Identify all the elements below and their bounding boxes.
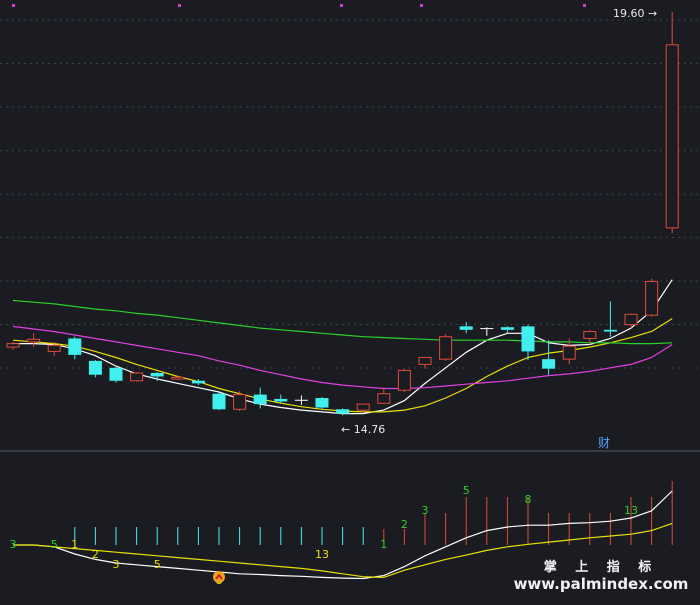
- candle-body: [171, 376, 185, 380]
- candle-body: [150, 373, 164, 377]
- finance-event-marker[interactable]: 财: [598, 436, 611, 450]
- signal-icon-arrow: [215, 573, 223, 580]
- top-marker: [420, 4, 423, 7]
- count-label: 1: [71, 538, 78, 551]
- candle-body: [624, 313, 638, 326]
- candle-body: [500, 327, 514, 330]
- count-label: 5: [51, 538, 58, 551]
- candle-body: [603, 329, 617, 332]
- indicator-line: [13, 490, 673, 580]
- candle-body: [253, 394, 267, 405]
- candle-body: [294, 399, 308, 401]
- candle-body: [191, 380, 205, 384]
- candle-body: [27, 338, 41, 343]
- candle-body: [542, 359, 556, 369]
- watermark-url: www.palmindex.com: [513, 575, 689, 593]
- indicator-line: [13, 522, 673, 579]
- top-marker: [583, 4, 586, 7]
- count-label: 3: [422, 504, 429, 517]
- count-label: 2: [92, 548, 99, 561]
- moving-average-line: [12, 325, 673, 390]
- candle-body: [47, 344, 61, 352]
- low-price-label: ← 14.76: [341, 423, 386, 436]
- moving-average-line: [12, 318, 673, 413]
- count-label: 13: [624, 504, 638, 517]
- count-label: 3: [10, 538, 17, 551]
- candle-body: [583, 331, 597, 339]
- candle-body: [336, 409, 350, 414]
- top-marker: [178, 4, 181, 7]
- candle-body: [521, 326, 535, 352]
- candle-body: [274, 398, 288, 402]
- candle-body: [233, 394, 247, 410]
- candle-body: [418, 356, 432, 365]
- moving-average-line: [12, 299, 673, 345]
- candle-body: [459, 326, 473, 330]
- candle-body: [88, 360, 102, 375]
- top-marker: [340, 4, 343, 7]
- candle-body: [377, 393, 391, 404]
- high-price-label: 19.60 →: [613, 7, 658, 20]
- watermark: 掌 上 指 标 www.palmindex.com: [506, 556, 696, 593]
- count-label: 2: [401, 518, 408, 531]
- candle-body: [6, 343, 20, 348]
- top-marker: [12, 4, 15, 7]
- arrow-right-icon: →: [644, 7, 658, 20]
- count-label: 5: [154, 558, 161, 571]
- arrow-left-icon: ←: [341, 423, 354, 436]
- candle-body: [397, 369, 411, 391]
- count-label: 1: [380, 538, 387, 551]
- watermark-cn: 掌 上 指 标: [543, 560, 659, 575]
- candle-body: [212, 393, 226, 410]
- candle-body: [130, 372, 144, 382]
- count-label: 13: [315, 548, 329, 561]
- candle-body: [562, 345, 576, 360]
- candle-body: [665, 44, 679, 229]
- count-label: 3: [113, 558, 120, 571]
- candle-body: [315, 398, 329, 408]
- candle-body: [356, 403, 370, 411]
- candle-body: [645, 280, 659, 316]
- candle-body: [68, 338, 82, 355]
- candle-body: [480, 328, 494, 330]
- candle-body: [109, 367, 123, 381]
- signal-icon: [213, 571, 225, 583]
- count-label: 8: [525, 493, 532, 506]
- candle-body: [439, 336, 453, 360]
- count-label: 5: [463, 484, 470, 497]
